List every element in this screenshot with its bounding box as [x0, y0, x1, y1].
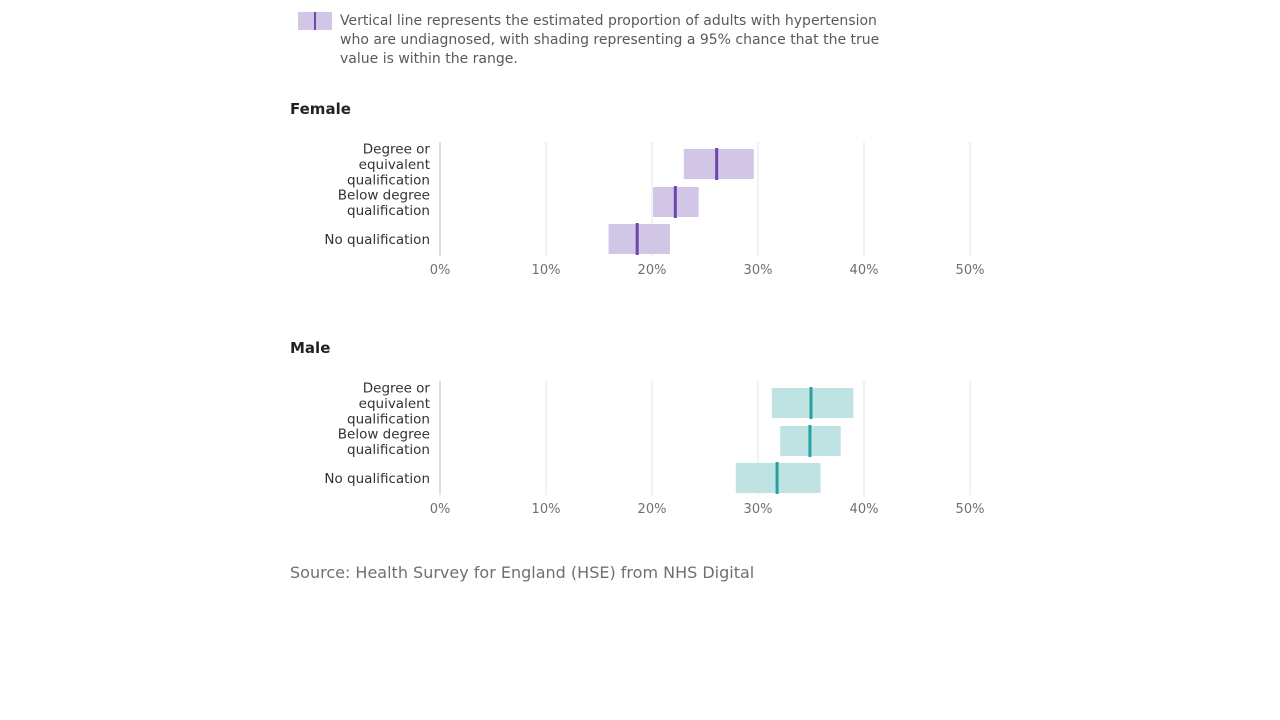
estimate-line — [715, 148, 719, 180]
source-note: Source: Health Survey for England (HSE) … — [290, 563, 755, 582]
category-label-line: No qualification — [324, 471, 430, 487]
x-tick-label: 0% — [430, 263, 451, 278]
x-tick-label: 30% — [744, 263, 773, 278]
confidence-interval-bar — [683, 149, 754, 179]
category-label-line: equivalent — [359, 396, 430, 412]
estimate-line — [775, 462, 779, 494]
panel-title-female: Female — [290, 100, 351, 118]
category-label: Below degree qualification — [338, 187, 430, 219]
x-tick-label: 10% — [532, 502, 561, 517]
x-tick-label: 20% — [638, 502, 667, 517]
estimate-line — [808, 425, 812, 457]
category-label-line: equivalent — [359, 157, 430, 173]
estimate-line — [809, 387, 813, 419]
category-label-line: Below degree — [338, 187, 430, 203]
x-tick-label: 40% — [850, 502, 879, 517]
category-label: No qualification — [324, 471, 430, 487]
female-chart: 0% 10% 20% 30% 40% 50%Degree or equivalent qual… — [324, 142, 985, 279]
legend-text: Vertical line represents the estimated p… — [340, 13, 880, 67]
estimate-line — [635, 223, 639, 255]
panel-title-male: Male — [290, 339, 331, 357]
x-tick-label: 30% — [744, 502, 773, 517]
category-label-line: qualification — [347, 412, 430, 428]
category-label: Degree or equivalent qualification — [347, 142, 430, 189]
category-label-line: No qualification — [324, 232, 430, 248]
estimate-line — [673, 186, 677, 218]
confidence-interval-bar — [608, 224, 671, 254]
x-tick-label: 50% — [956, 263, 985, 278]
legend-swatch-line — [314, 12, 316, 30]
x-tick-label: 0% — [430, 502, 451, 517]
category-label: No qualification — [324, 232, 430, 248]
male-chart: 0% 10% 20% 30% 40% 50%Degree or equivalent qual… — [324, 381, 985, 518]
x-tick-label: 20% — [638, 263, 667, 278]
category-label-line: qualification — [347, 173, 430, 189]
legend-swatch-icon — [298, 12, 332, 30]
confidence-interval-bar — [771, 388, 854, 418]
x-tick-label: 50% — [956, 502, 985, 517]
category-label-line: qualification — [347, 442, 430, 458]
category-label: Degree or equivalent qualification — [347, 381, 430, 428]
category-label-line: qualification — [347, 203, 430, 219]
x-tick-label: 40% — [850, 263, 879, 278]
category-label-line: Below degree — [338, 426, 430, 442]
x-tick-label: 10% — [532, 263, 561, 278]
category-label: Below degree qualification — [338, 426, 430, 458]
category-label-line: Degree or — [363, 381, 431, 397]
category-label-line: Degree or — [363, 142, 431, 158]
